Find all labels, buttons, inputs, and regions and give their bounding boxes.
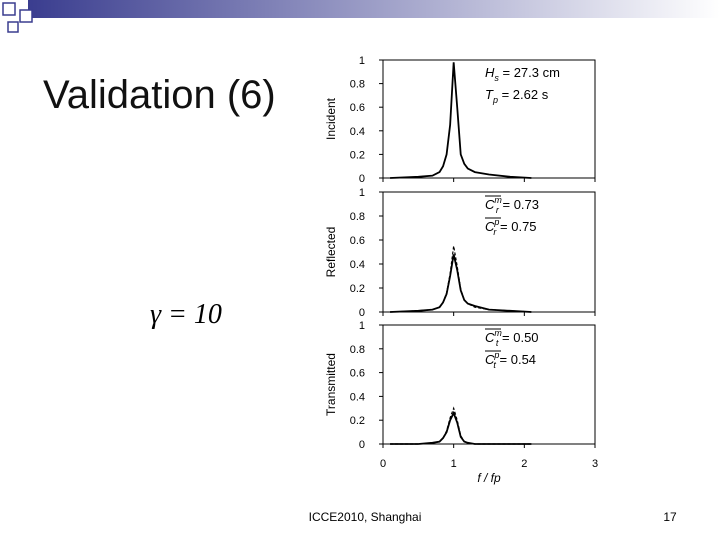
annotation-sub: t: [496, 338, 499, 348]
y-tick-label: 1: [359, 320, 365, 332]
annotation-sub: p: [492, 95, 498, 105]
page-number: 17: [663, 510, 677, 524]
y-tick-label: 1: [359, 55, 365, 67]
y-tick-label: 0.6: [350, 235, 365, 247]
annotation-base: C: [485, 352, 495, 367]
y-tick-label: 0.8: [350, 344, 365, 356]
y-tick-label: 0: [359, 173, 365, 185]
y-tick-label: 0.4: [350, 391, 365, 403]
y-tick-label: 0.4: [350, 126, 365, 138]
series-line: [390, 254, 532, 313]
annotation-sup: p: [493, 350, 499, 360]
annotation-text: = 0.73: [499, 197, 539, 212]
y-axis-label: Transmitted: [324, 353, 338, 416]
annotation-base: T: [485, 87, 494, 102]
y-tick-label: 0.6: [350, 368, 365, 380]
annotation-text: = 27.3 cm: [499, 65, 560, 80]
annotation: Cm t = 0.50: [485, 328, 539, 348]
annotation-sub: s: [494, 73, 499, 83]
annotation-sub: t: [493, 360, 496, 370]
plot-frame: [382, 59, 596, 179]
y-tick-label: 0.4: [350, 259, 365, 271]
y-tick-label: 0.8: [350, 79, 365, 91]
x-tick-label: 2: [521, 458, 527, 470]
annotation-sub: r: [496, 205, 500, 215]
y-tick-label: 1: [359, 187, 365, 199]
formula: γ = 10: [150, 299, 222, 330]
annotation-base: H: [485, 65, 495, 80]
annotation-sup: m: [494, 328, 502, 338]
x-axis-label: f / fp: [477, 471, 501, 485]
annotation-text: = 0.75: [496, 219, 536, 234]
annotation-text: = 0.54: [496, 352, 536, 367]
annotation-base: C: [485, 197, 495, 212]
annotation-sup: p: [493, 217, 499, 227]
series-line: [390, 245, 532, 313]
annotation-text: = 0.50: [498, 330, 538, 345]
series-line: [390, 410, 532, 445]
annotation-base: C: [485, 330, 495, 345]
annotation: Cp t = 0.54: [485, 350, 536, 370]
annotation: Hs = 27.3 cm: [485, 65, 560, 83]
annotation: Tp = 2.62 s: [485, 87, 549, 105]
annotation: Cp r = 0.75: [485, 217, 537, 237]
y-tick-label: 0.8: [350, 211, 365, 223]
annotation-text: = 2.62 s: [498, 87, 549, 102]
y-tick-label: 0.2: [350, 415, 365, 427]
annotation-sub: r: [493, 227, 497, 237]
x-tick-label: 0: [380, 458, 386, 470]
x-tick-label: 3: [592, 458, 598, 470]
y-tick-label: 0: [359, 439, 365, 451]
y-tick-label: 0: [359, 307, 365, 319]
footer: ICCE2010, Shanghai: [309, 510, 422, 524]
corner-squares: [2, 2, 33, 33]
plot-frame: [382, 191, 596, 313]
series-line: [390, 62, 532, 179]
y-tick-label: 0.2: [350, 283, 365, 295]
slide-title: Validation (6): [43, 73, 276, 117]
y-tick-label: 0.6: [350, 102, 365, 114]
y-axis-label: Incident: [324, 97, 338, 140]
top-bar: [28, 0, 720, 18]
annotation: Cm r = 0.73: [485, 195, 539, 215]
y-axis-label: Reflected: [324, 227, 338, 278]
annotation-sup: m: [494, 195, 502, 205]
annotation-base: C: [485, 219, 495, 234]
series-line: [390, 406, 532, 445]
y-tick-label: 0.2: [350, 149, 365, 161]
x-tick-label: 1: [451, 458, 457, 470]
